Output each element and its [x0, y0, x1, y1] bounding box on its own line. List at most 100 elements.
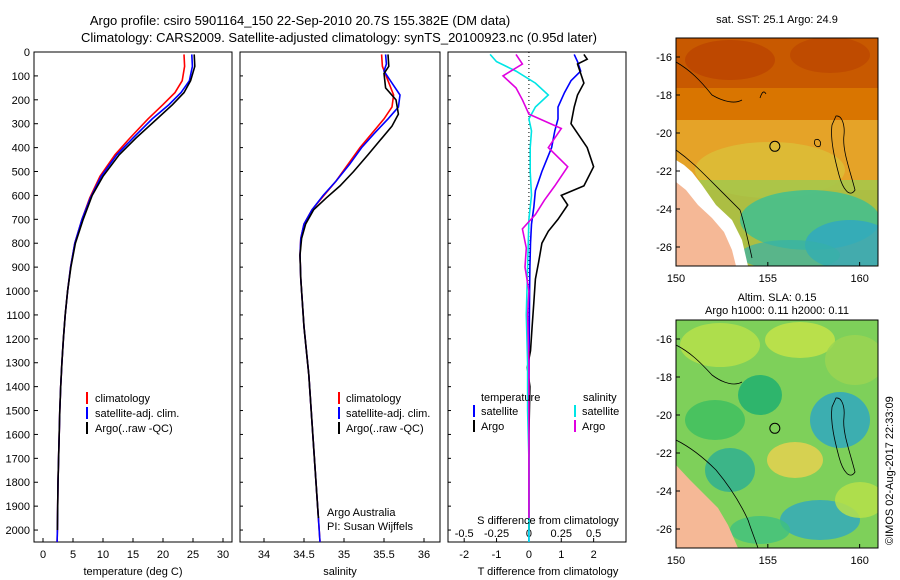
- series-line-argo-raw-qc-: [299, 54, 400, 519]
- series-line-s-argo: [501, 53, 569, 519]
- x-tick-label: 35: [338, 549, 350, 561]
- legend-label-s-argo: Argo: [582, 421, 605, 433]
- depth-tick-label: 100: [12, 71, 30, 83]
- sla-high-patch: [835, 482, 878, 518]
- sst-warm-patch: [685, 40, 775, 80]
- x-tick-label: 10: [97, 549, 109, 561]
- sst-cold-patch: [740, 240, 840, 266]
- legend-label-argo: Argo(..raw -QC): [346, 423, 424, 435]
- t-difference-xlabel: T difference from climatology: [478, 566, 619, 578]
- depth-tick-label: 800: [12, 238, 30, 250]
- sla-map-title-line2: Argo h1000: 0.11 h2000: 0.11: [705, 305, 849, 317]
- sla-low-patch: [685, 400, 745, 440]
- map-x-tick-label: 155: [759, 273, 777, 285]
- sst-plateau-contour: [831, 115, 856, 194]
- salinity-legend: climatology satellite-adj. clim. Argo(..…: [338, 392, 430, 435]
- depth-tick-label: 1600: [6, 429, 30, 441]
- sst-map-frame: [675, 37, 879, 267]
- series-line-t-argo: [526, 53, 595, 530]
- temperature-x-axis: 0 5 10 15 20 25 30: [40, 538, 229, 561]
- temperature-xlabel: temperature (deg C): [83, 566, 182, 578]
- map-x-tick-label: 160: [850, 273, 868, 285]
- map-y-tick-label: -24: [656, 204, 672, 216]
- depth-tick-label: 1500: [6, 406, 30, 418]
- sla-plateau-contour: [831, 397, 856, 476]
- map-y-tick-label: -16: [656, 334, 672, 346]
- header-line1: Argo profile: csiro 5901164_150 22-Sep-2…: [90, 13, 510, 28]
- depth-tick-label: 1100: [6, 310, 30, 322]
- sst-argo-location-marker: [769, 140, 781, 152]
- sst-map: [676, 38, 878, 266]
- salinity-xlabel: salinity: [323, 566, 357, 578]
- map-y-tick-label: -18: [656, 372, 672, 384]
- x-tick-label: 36: [418, 549, 430, 561]
- sla-contour: [676, 439, 759, 548]
- legend-label-satellite: satellite-adj. clim.: [346, 408, 430, 420]
- map-y-tick-label: -26: [656, 524, 672, 536]
- map-x-tick-label: 160: [850, 555, 868, 567]
- sla-low-patch: [730, 516, 790, 544]
- map-x-tick-label: 150: [667, 273, 685, 285]
- sst-australia-land: [676, 182, 736, 266]
- legend-title-salinity: salinity: [583, 392, 617, 404]
- map-y-tick-label: -24: [656, 486, 672, 498]
- series-line-climatology: [56, 54, 186, 542]
- depth-tick-label: 300: [12, 119, 30, 131]
- difference-lines: [489, 53, 595, 542]
- depth-tick-label: 0: [24, 47, 30, 59]
- s-difference-label: S difference from climatology: [477, 515, 619, 527]
- sst-map-axes: 150 155 160 -16 -18 -20 -22 -24 -26: [656, 52, 869, 285]
- map-y-tick-label: -20: [656, 410, 672, 422]
- salinity-x-axis: 34 34.5 35 35.5 36: [258, 538, 430, 561]
- sla-map-title-line1: Altim. SLA: 0.15: [738, 292, 817, 304]
- depth-tick-label: 400: [12, 143, 30, 155]
- sla-map: [676, 320, 878, 548]
- x-tick-label: 20: [157, 549, 169, 561]
- sst-map-title: sat. SST: 25.1 Argo: 24.9: [716, 14, 838, 26]
- depth-tick-label: 700: [12, 214, 30, 226]
- imos-stamp: ©IMOS 02-Aug-2017 22:33:09: [884, 396, 896, 545]
- x-tick-label-s: -0.5: [455, 528, 474, 540]
- annotation-argo-australia: Argo Australia: [327, 507, 396, 519]
- temperature-lines: [56, 54, 196, 542]
- legend-label-argo: Argo(..raw -QC): [95, 423, 173, 435]
- legend-label-t-argo: Argo: [481, 421, 504, 433]
- legend-label-t-satellite: satellite: [481, 406, 518, 418]
- sla-high-patch: [767, 442, 823, 478]
- legend-title-temperature: temperature: [481, 392, 540, 404]
- sla-low-patch: [810, 392, 870, 448]
- x-tick-label-t: -1: [492, 549, 502, 561]
- depth-tick-label: 1800: [6, 477, 30, 489]
- sla-argo-location-marker: [769, 422, 781, 434]
- sla-high-patch: [680, 323, 760, 367]
- difference-panel-frame: [447, 51, 627, 543]
- map-y-tick-label: -18: [656, 90, 672, 102]
- series-line-s-satellite: [489, 53, 550, 542]
- depth-tick-label: 2000: [6, 525, 30, 537]
- salinity-panel-frame: [239, 51, 441, 543]
- depth-tick-label: 500: [12, 167, 30, 179]
- x-tick-label: 15: [127, 549, 139, 561]
- map-y-tick-label: -20: [656, 128, 672, 140]
- x-tick-label-s: 0.25: [551, 528, 572, 540]
- map-y-tick-label: -26: [656, 242, 672, 254]
- map-x-tick-label: 155: [759, 555, 777, 567]
- x-tick-label: 35.5: [373, 549, 394, 561]
- sla-map-frame: [675, 319, 879, 549]
- x-tick-label-t: -2: [459, 549, 469, 561]
- depth-tick-label: 1400: [6, 382, 30, 394]
- x-tick-label: 30: [217, 549, 229, 561]
- series-line-satellite-adj-clim-: [56, 54, 194, 542]
- x-tick-label-s: -0.25: [484, 528, 509, 540]
- depth-tick-label: 1300: [6, 358, 30, 370]
- x-tick-label: 34.5: [293, 549, 314, 561]
- sla-low-patch: [738, 375, 782, 415]
- x-tick-label: 0: [40, 549, 46, 561]
- depth-axis: 0 100 200 300 400 500 600 700 800 900 1000 1100 1200…: [6, 47, 451, 537]
- depth-tick-label: 900: [12, 262, 30, 274]
- series-line-argo-raw-qc-: [56, 54, 196, 531]
- x-tick-label-t: 1: [558, 549, 564, 561]
- map-y-tick-label: -16: [656, 52, 672, 64]
- annotation-pi: PI: Susan Wijffels: [327, 521, 413, 533]
